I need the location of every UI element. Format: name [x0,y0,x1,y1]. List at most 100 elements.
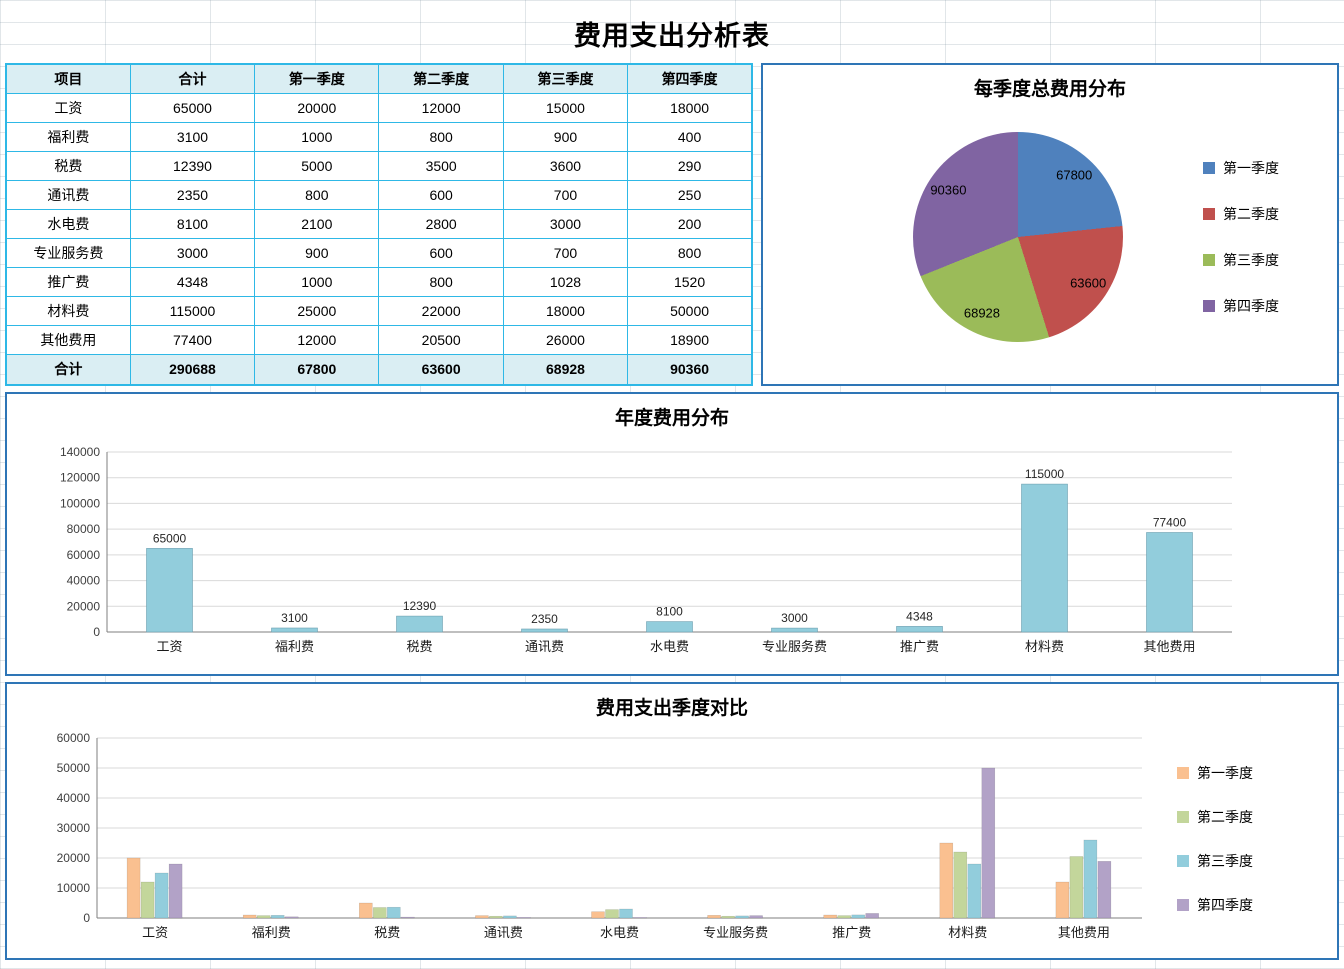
quarterly-bar[interactable] [590,911,605,919]
pie-chart[interactable]: 67800 63600 68928 90360 [913,132,1123,342]
quarterly-bar[interactable] [502,915,517,919]
quarterly-bar[interactable] [242,914,256,919]
quarterly-bar[interactable] [488,915,503,919]
quarterly-bar[interactable] [981,767,995,919]
quarterly-bar[interactable] [126,857,140,919]
quarterly-bar[interactable] [1097,861,1111,919]
table-cell[interactable]: 600 [378,179,504,210]
quarterly-bar[interactable] [1069,856,1083,919]
quarterly-bar[interactable] [140,881,154,919]
table-cell[interactable]: 20500 [378,324,504,355]
table-cell[interactable]: 200 [627,208,753,239]
table-cell[interactable]: 3000 [129,237,256,268]
table-cell[interactable]: 税费 [5,150,131,181]
table-cell[interactable]: 65000 [129,92,256,123]
quarterly-bar[interactable] [372,907,387,919]
annual-bar[interactable] [521,628,568,633]
quarterly-bar[interactable] [618,908,633,919]
table-cell[interactable]: 15000 [502,92,629,123]
table-cell[interactable]: 600 [378,237,504,268]
annual-bar[interactable] [271,627,318,633]
quarterly-bar[interactable] [748,915,763,919]
table-header-cell[interactable]: 第一季度 [254,63,380,94]
table-cell[interactable]: 福利费 [5,121,131,152]
table-cell[interactable]: 290688 [129,353,256,386]
quarterly-bar[interactable] [953,851,967,919]
table-cell[interactable]: 12390 [129,150,256,181]
table-cell[interactable]: 800 [254,179,380,210]
table-cell[interactable]: 水电费 [5,208,131,239]
quarterly-bar[interactable] [284,916,298,919]
quarterly-bar[interactable] [604,909,619,919]
quarterly-bar[interactable] [1083,839,1097,919]
annual-bar-chart[interactable]: 0 20000 40000 60000 80000 100000 120000 140000 6… [7,434,1337,674]
quarterly-bar[interactable] [516,917,531,919]
table-cell[interactable]: 1000 [254,266,380,297]
table-cell[interactable]: 3100 [129,121,256,152]
table-cell[interactable]: 2350 [129,179,256,210]
table-cell[interactable]: 专业服务费 [5,237,131,268]
annual-bar[interactable] [1021,483,1068,633]
table-cell[interactable]: 26000 [502,324,629,355]
annual-bar[interactable] [771,627,818,633]
table-cell[interactable]: 800 [378,121,504,152]
table-cell[interactable]: 5000 [254,150,380,181]
annual-bar[interactable] [1146,532,1193,633]
table-cell[interactable]: 18000 [627,92,753,123]
table-cell[interactable]: 18900 [627,324,753,355]
table-cell[interactable]: 77400 [129,324,256,355]
table-cell[interactable]: 22000 [378,295,504,326]
table-cell[interactable]: 12000 [378,92,504,123]
quarterly-bar[interactable] [400,916,415,919]
table-cell[interactable]: 3500 [378,150,504,181]
table-cell[interactable]: 250 [627,179,753,210]
table-cell[interactable]: 3600 [502,150,629,181]
table-cell[interactable]: 推广费 [5,266,131,297]
quarterly-bar[interactable] [632,917,647,919]
table-cell[interactable]: 900 [502,121,629,152]
quarterly-bar[interactable] [939,842,953,919]
table-cell[interactable]: 通讯费 [5,179,131,210]
table-cell[interactable]: 4348 [129,266,256,297]
quarterly-bar[interactable] [850,914,865,919]
quarterly-bar[interactable] [386,906,401,919]
quarterly-bar[interactable] [474,915,489,919]
quarterly-bar[interactable] [822,914,837,919]
quarterly-bar[interactable] [154,872,168,919]
table-cell[interactable]: 800 [378,266,504,297]
quarterly-bar[interactable] [256,915,270,919]
table-cell[interactable]: 合计 [5,353,131,386]
table-cell[interactable]: 50000 [627,295,753,326]
table-cell[interactable]: 68928 [502,353,629,386]
quarterly-bar[interactable] [720,915,735,919]
table-cell[interactable]: 1028 [502,266,629,297]
quarterly-bar[interactable] [864,913,879,919]
table-cell[interactable]: 115000 [129,295,256,326]
table-cell[interactable]: 700 [502,237,629,268]
table-cell[interactable]: 材料费 [5,295,131,326]
table-cell[interactable]: 90360 [627,353,753,386]
table-header-cell[interactable]: 第二季度 [378,63,504,94]
table-cell[interactable]: 工资 [5,92,131,123]
table-cell[interactable]: 800 [627,237,753,268]
annual-bar[interactable] [396,615,443,633]
quarterly-bar[interactable] [270,915,284,919]
annual-bar[interactable] [896,626,943,633]
table-cell[interactable]: 8100 [129,208,256,239]
table-cell[interactable]: 18000 [502,295,629,326]
table-header-cell[interactable]: 项目 [5,63,131,94]
table-header-cell[interactable]: 第三季度 [502,63,629,94]
table-cell[interactable]: 400 [627,121,753,152]
annual-bar[interactable] [146,548,193,633]
table-cell[interactable]: 900 [254,237,380,268]
table-cell[interactable]: 25000 [254,295,380,326]
table-cell[interactable]: 20000 [254,92,380,123]
table-cell[interactable]: 1000 [254,121,380,152]
quarterly-bar[interactable] [1055,881,1069,919]
table-cell[interactable]: 3000 [502,208,629,239]
table-cell[interactable]: 1520 [627,266,753,297]
quarterly-bar[interactable] [706,915,721,919]
table-cell[interactable]: 2800 [378,208,504,239]
table-header-cell[interactable]: 合计 [129,63,256,94]
quarterly-bar[interactable] [836,915,851,919]
